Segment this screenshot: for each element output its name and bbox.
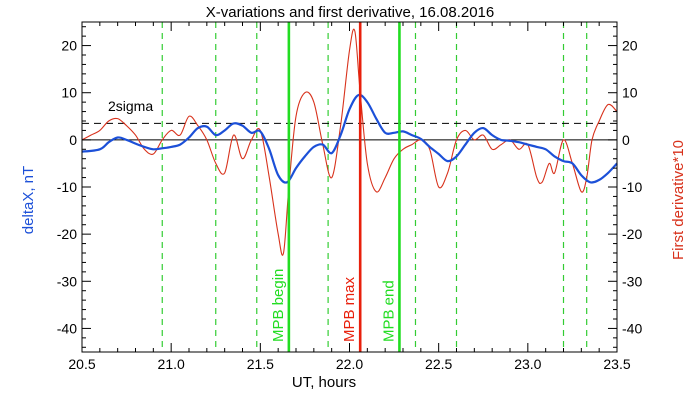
y-tick-label-left: -40	[57, 320, 77, 336]
mpb-markers: MPB begin MPB max MPB end	[270, 22, 401, 352]
x-tick-label: 23.0	[514, 356, 541, 372]
y-tick-label-right: -30	[622, 273, 642, 289]
y-tick-label-left: -20	[57, 226, 77, 242]
series-line-derivative	[81, 28, 618, 256]
marker-label-mpb-end: MPB end	[380, 280, 397, 342]
x-tick-label: 20.5	[68, 356, 95, 372]
plot-area	[82, 22, 617, 352]
tick-labels: 20.5 21.0 21.5 22.0 22.5 23.0 23.5 20 20 10 10 0 0 -1…	[57, 38, 643, 372]
x-tick-label: 21.5	[247, 356, 274, 372]
x-tick-label: 22.0	[336, 356, 363, 372]
y-tick-label-right: -40	[622, 320, 642, 336]
y-tick-label-right: -20	[622, 226, 642, 242]
plot-background	[82, 22, 617, 352]
y-axis-label-left: deltaX, nT	[20, 166, 37, 234]
y-tick-label-left: 0	[69, 132, 77, 148]
x-tick-label: 21.0	[158, 356, 185, 372]
marker-label-mpb-begin: MPB begin	[270, 269, 287, 342]
y-tick-label-right: 10	[622, 85, 638, 101]
marker-label-mpb-max: MPB max	[341, 276, 358, 342]
x-tick-label: 23.5	[603, 356, 630, 372]
y-axis-label-right: First derivative*10	[670, 140, 687, 260]
series-lines	[81, 28, 618, 256]
dashed-markers	[161, 22, 588, 352]
y-tick-label-right: 0	[622, 132, 630, 148]
y-tick-label-left: 20	[61, 38, 77, 54]
y-tick-label-right: -10	[622, 179, 642, 195]
axes	[81, 21, 618, 353]
y-tick-label-left: 10	[61, 85, 77, 101]
x-tick-label: 22.5	[425, 356, 452, 372]
x-axis-label: UT, hours	[292, 374, 356, 391]
series-line-deltax	[81, 93, 618, 184]
y-tick-label-left: -10	[57, 179, 77, 195]
chart-title: X-variations and first derivative, 16.08…	[206, 4, 495, 21]
sigma-label: 2sigma	[108, 98, 153, 114]
y-tick-label-right: 20	[622, 38, 638, 54]
y-tick-label-left: -30	[57, 273, 77, 289]
